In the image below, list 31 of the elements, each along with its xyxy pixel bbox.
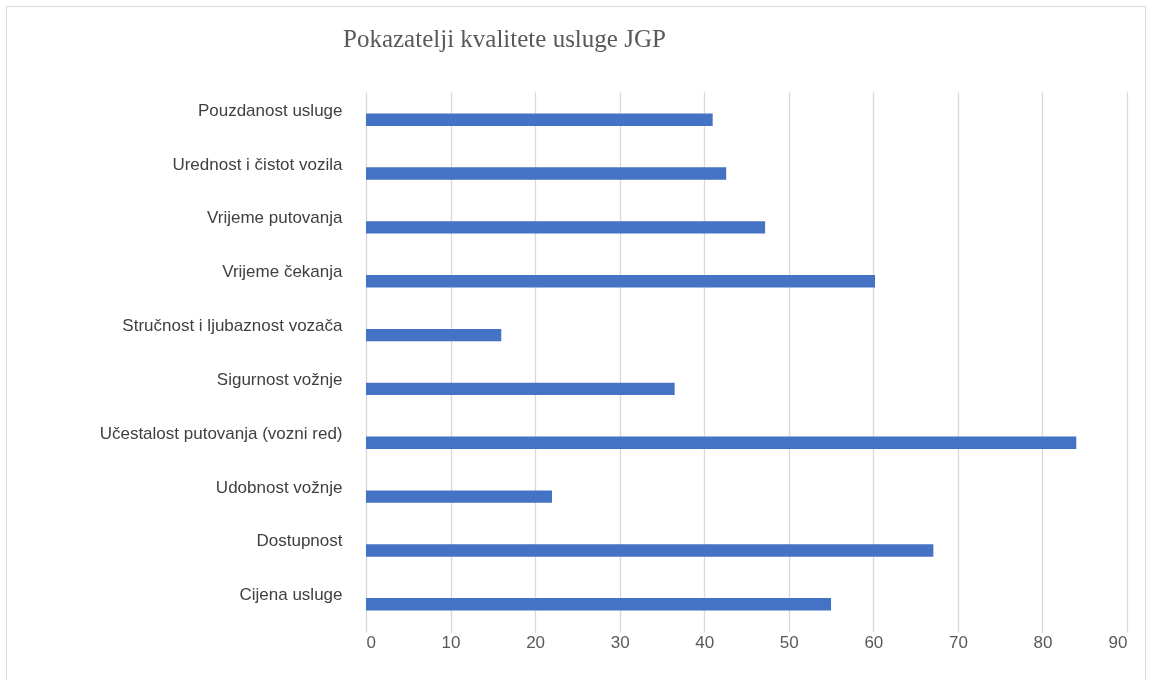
x-tick-label: 10 — [441, 632, 461, 652]
bar — [366, 436, 1077, 449]
bar — [366, 221, 766, 234]
x-tick-label: 70 — [948, 632, 968, 652]
bar — [366, 167, 727, 180]
y-tick-label: Vrijeme čekanja — [222, 262, 344, 282]
y-tick-label: Učestalost putovanja (vozni red) — [99, 423, 343, 443]
bar — [366, 598, 832, 611]
x-tick-label: 90 — [1108, 632, 1128, 652]
y-tick-label: Cijena usluge — [239, 585, 343, 605]
y-tick-label: Vrijeme putovanja — [207, 208, 344, 228]
x-tick-label: 30 — [610, 632, 630, 652]
x-tick-label: 0 — [366, 632, 376, 652]
bar — [366, 328, 502, 342]
bar — [366, 490, 553, 503]
chart-title: Pokazatelji kvalitete usluge JGP — [343, 25, 666, 52]
y-tick-label: Urednost i čistot vozila — [172, 154, 344, 174]
x-tick-label: 20 — [526, 632, 546, 652]
y-tick-label: Stručnost i ljubaznost vozača — [122, 316, 344, 336]
bar — [366, 113, 713, 126]
bar — [366, 382, 675, 396]
y-tick-label: Udobnost vožnje — [215, 477, 343, 497]
x-tick-label: 40 — [695, 632, 715, 652]
bar — [366, 544, 934, 557]
y-tick-label: Dostupnost — [256, 531, 343, 551]
x-tick-label: 50 — [779, 632, 799, 652]
bar — [366, 275, 876, 288]
y-tick-label: Sigurnost vožnje — [216, 369, 343, 389]
y-tick-label: Pouzdanost usluge — [197, 100, 343, 120]
x-tick-label: 80 — [1033, 632, 1053, 652]
x-tick-label: 60 — [864, 632, 884, 652]
